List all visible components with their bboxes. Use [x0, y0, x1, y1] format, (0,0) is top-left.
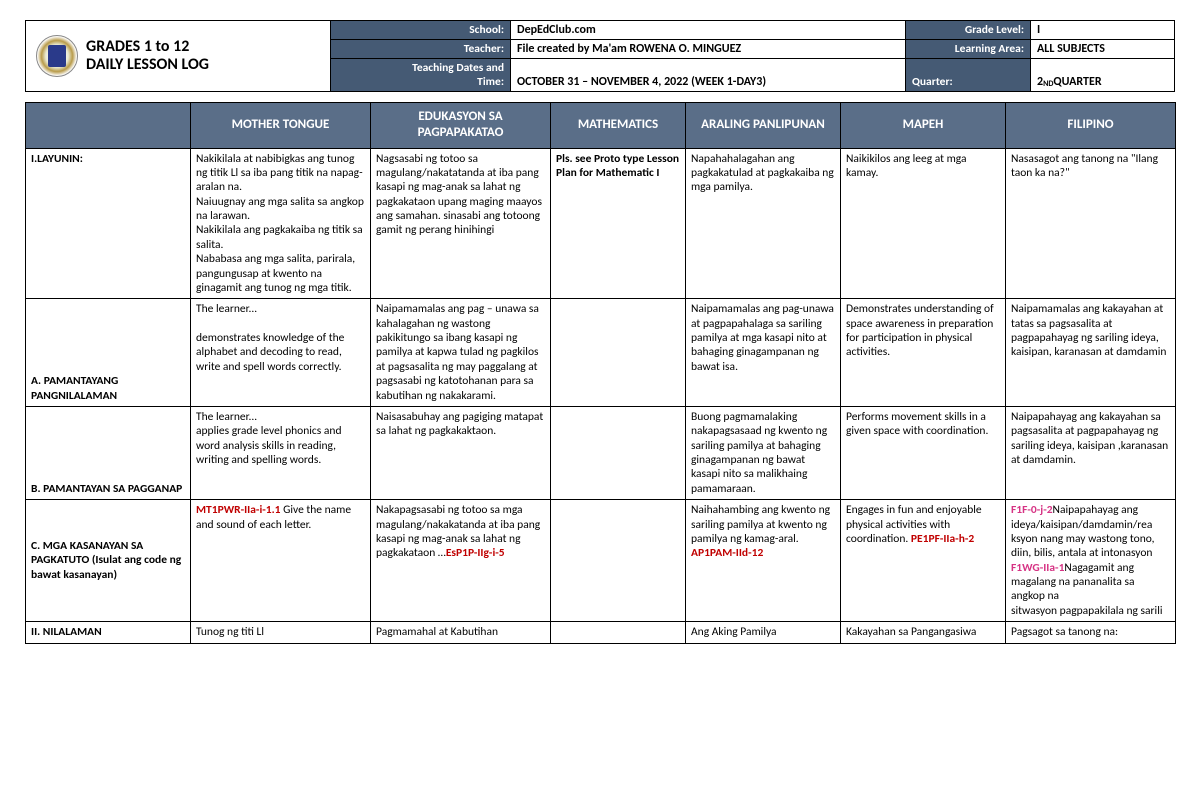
- deped-logo: [36, 35, 78, 77]
- cell: Naihahambing ang kwento ng sariling pami…: [686, 500, 841, 622]
- title-line-1: GRADES 1 to 12: [86, 38, 209, 56]
- cell: Nakikilala at nabibigkas ang tunog ng ti…: [191, 148, 371, 299]
- cell: Naipamamalas ang pag-unawa at pagpapahal…: [686, 299, 841, 407]
- cell: Performs movement skills in a given spac…: [841, 406, 1006, 499]
- col-mother-tongue: MOTHER TONGUE: [191, 103, 371, 149]
- cell: Buong pagmamalaking nakapagsasaad ng kwe…: [686, 406, 841, 499]
- cell: The learner... applies grade level phoni…: [191, 406, 371, 499]
- col-filipino: FILIPINO: [1006, 103, 1176, 149]
- label-school: School:: [331, 21, 511, 39]
- header-title-block: GRADES 1 to 12 DAILY LESSON LOG: [26, 21, 331, 91]
- row-nilalaman: II. NILALAMAN Tunog ng titi Ll Pagmamaha…: [26, 622, 1176, 643]
- cell: Naisasabuhay ang pagiging matapat sa lah…: [371, 406, 551, 499]
- label-dates: Teaching Dates and Time:: [331, 59, 511, 91]
- value-grade: I: [1031, 21, 1174, 39]
- cell: Demonstrates understanding of space awar…: [841, 299, 1006, 407]
- document-header: GRADES 1 to 12 DAILY LESSON LOG School: …: [25, 20, 1175, 92]
- label-area: Learning Area:: [906, 40, 1031, 58]
- value-dates: OCTOBER 31 – NOVEMBER 4, 2022 (WEEK 1-DA…: [511, 59, 906, 91]
- cell: The learner... demonstrates knowledge of…: [191, 299, 371, 407]
- cell: Pagsagot sa tanong na:: [1006, 622, 1176, 643]
- cell: Napahahalagahan ang pagkakatulad at pagk…: [686, 148, 841, 299]
- table-header-row: MOTHER TONGUE EDUKASYON SA PAGPAPAKATAO …: [26, 103, 1176, 149]
- cell: [551, 299, 686, 407]
- cell: Engages in fun and enjoyable physical ac…: [841, 500, 1006, 622]
- value-quarter: 2ND QUARTER: [1031, 59, 1174, 91]
- col-mapeh: MAPEH: [841, 103, 1006, 149]
- cell: Kakayahan sa Pangangasiwa: [841, 622, 1006, 643]
- rowlabel-layunin: I.LAYUNIN:: [26, 148, 191, 299]
- header-info-grid: School: DepEdClub.com Grade Level: I Tea…: [331, 21, 1174, 91]
- value-area: ALL SUBJECTS: [1031, 40, 1174, 58]
- cell: [551, 622, 686, 643]
- cell: Naipapahayag ang kakayahan sa pagsasalit…: [1006, 406, 1176, 499]
- col-blank: [26, 103, 191, 149]
- cell: Naikikilos ang leeg at mga kamay.: [841, 148, 1006, 299]
- row-kasanayan: C. MGA KASANAYAN SA PAGKATUTO (Isulat an…: [26, 500, 1176, 622]
- cell: Pls. see Proto type Lesson Plan for Math…: [551, 148, 686, 299]
- value-school: DepEdClub.com: [511, 21, 906, 39]
- cell: Nagsasabi ng totoo sa magulang/nakatatan…: [371, 148, 551, 299]
- cell: Nakapagsasabi ng totoo sa mga magulang/n…: [371, 500, 551, 622]
- label-grade: Grade Level:: [906, 21, 1031, 39]
- cell: Naipamamalas ang kakayahan at tatas sa p…: [1006, 299, 1176, 407]
- rowlabel-kasanayan: C. MGA KASANAYAN SA PAGKATUTO (Isulat an…: [26, 500, 191, 622]
- cell: Naipamamalas ang pag – unawa sa kahalaga…: [371, 299, 551, 407]
- cell: [551, 406, 686, 499]
- cell: Ang Aking Pamilya: [686, 622, 841, 643]
- cell: Tunog ng titi Ll: [191, 622, 371, 643]
- lesson-log-table: MOTHER TONGUE EDUKASYON SA PAGPAPAKATAO …: [25, 102, 1176, 644]
- row-layunin: I.LAYUNIN: Nakikilala at nabibigkas ang …: [26, 148, 1176, 299]
- rowlabel-nilalaman: II. NILALAMAN: [26, 622, 191, 643]
- col-math: MATHEMATICS: [551, 103, 686, 149]
- title-line-2: DAILY LESSON LOG: [86, 56, 209, 74]
- cell: MT1PWR-IIa-i-1.1 Give the name and sound…: [191, 500, 371, 622]
- rowlabel-pamantayang: A. PAMANTAYANG PANGNILALAMAN: [26, 299, 191, 407]
- row-pagganap: B. PAMANTAYAN SA PAGGANAP The learner...…: [26, 406, 1176, 499]
- cell: [551, 500, 686, 622]
- cell: Pagmamahal at Kabutihan: [371, 622, 551, 643]
- cell: Nasasagot ang tanong na "Ilang taon ka n…: [1006, 148, 1176, 299]
- col-esp: EDUKASYON SA PAGPAPAKATAO: [371, 103, 551, 149]
- label-teacher: Teacher:: [331, 40, 511, 58]
- col-ap: ARALING PANLIPUNAN: [686, 103, 841, 149]
- value-teacher: File created by Ma'am ROWENA O. MINGUEZ: [511, 40, 906, 58]
- rowlabel-pagganap: B. PAMANTAYAN SA PAGGANAP: [26, 406, 191, 499]
- label-quarter: Quarter:: [906, 59, 1031, 91]
- row-pamantayang: A. PAMANTAYANG PANGNILALAMAN The learner…: [26, 299, 1176, 407]
- cell: F1F-0-j-2Naipapahayag ang ideya/kaisipan…: [1006, 500, 1176, 622]
